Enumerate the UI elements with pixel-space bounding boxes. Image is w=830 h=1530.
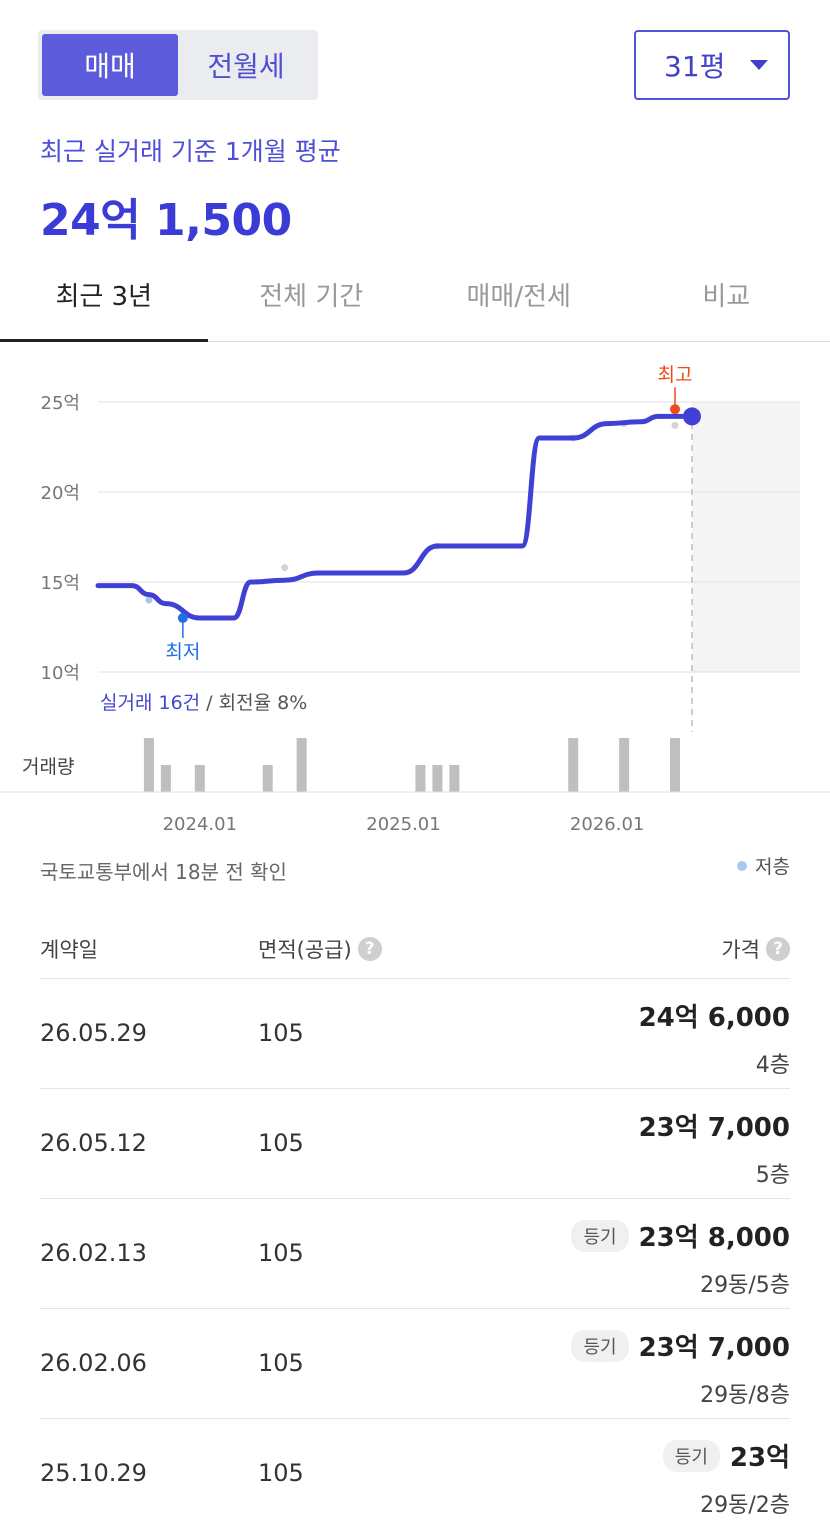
registered-badge: 등기 — [571, 1219, 629, 1252]
caret-down-icon — [750, 60, 768, 70]
volume-bar — [194, 765, 205, 792]
x-tick-label: 2024.01 — [163, 814, 237, 835]
area-dropdown-value: 31평 — [664, 50, 726, 83]
contract-date: 26.02.13 — [40, 1239, 147, 1267]
header-area-label: 면적(공급) — [258, 938, 352, 962]
area-dropdown[interactable]: 31평 — [634, 30, 790, 100]
trade-point — [671, 421, 679, 429]
registered-badge: 등기 — [662, 1439, 720, 1472]
supply-area: 105 — [258, 1129, 304, 1157]
legend-dot-icon — [737, 860, 748, 871]
trade-point — [145, 596, 153, 604]
trade-type-toggle: 매매 전월세 — [38, 30, 318, 100]
contract-date: 26.05.29 — [40, 1019, 147, 1047]
table-row[interactable]: 26.02.06 105 등기 23억 7,000 29동/8층 — [40, 1308, 790, 1418]
average-price-label: 최근 실거래 기준 1개월 평균 — [40, 137, 341, 166]
header-area: 면적(공급) ? — [258, 934, 382, 964]
contract-date: 26.05.12 — [40, 1129, 147, 1157]
volume-bar — [143, 738, 154, 792]
volume-bar — [670, 738, 681, 792]
floor-info: 29동/2층 — [700, 1493, 790, 1518]
deal-price: 24억 6,000 — [638, 1003, 790, 1033]
price-line — [95, 413, 695, 621]
deal-price: 23억 7,000 — [638, 1113, 790, 1143]
lowest-label: 최저 — [165, 641, 200, 663]
y-tick-label: 20억 — [41, 483, 80, 504]
floor-info: 5층 — [755, 1163, 790, 1188]
future-area — [692, 402, 800, 672]
header-date: 계약일 — [40, 934, 98, 964]
volume-label: 거래량 — [22, 756, 75, 778]
header-date-label: 계약일 — [40, 938, 98, 962]
contract-date: 26.02.06 — [40, 1349, 147, 1377]
tab-sale-vs-jeonse[interactable]: 매매/전세 — [466, 282, 571, 312]
y-tick-label: 15억 — [41, 573, 80, 594]
volume-bar — [262, 765, 273, 792]
volume-bar — [619, 738, 630, 792]
volume-bar — [296, 738, 307, 792]
x-tick-label: 2026.01 — [570, 814, 644, 835]
current-price-dot — [683, 407, 701, 426]
volume-bar — [160, 765, 171, 792]
price-cell: 등기 23억 — [662, 1437, 790, 1474]
highest-dot — [670, 404, 681, 415]
price-cell: 24억 6,000 — [639, 997, 790, 1034]
supply-area: 105 — [258, 1019, 304, 1047]
data-source: 국토교통부에서 18분 전 확인 — [40, 860, 287, 884]
turnover-info: 실거래 16건 / 회전율 8% — [100, 688, 307, 715]
tab-all-period[interactable]: 전체 기간 — [259, 282, 364, 312]
volume-bar — [449, 765, 460, 792]
tab-compare[interactable]: 비교 — [702, 282, 751, 312]
supply-area: 105 — [258, 1239, 304, 1267]
supply-area: 105 — [258, 1459, 304, 1487]
tab-sale[interactable]: 매매 — [42, 34, 178, 96]
volume-bar — [415, 765, 426, 792]
floor-info: 29동/8층 — [700, 1383, 790, 1408]
floor-info: 4층 — [755, 1053, 790, 1078]
question-icon[interactable]: ? — [357, 937, 382, 961]
highest-label: 최고 — [658, 364, 693, 386]
table-row[interactable]: 26.05.29 105 24억 6,000 4층 — [40, 978, 790, 1088]
average-price-value: 24억 1,500 — [40, 195, 292, 246]
volume-bar — [432, 765, 443, 792]
deal-price: 23억 7,000 — [638, 1333, 790, 1363]
tab-rent[interactable]: 전월세 — [207, 50, 285, 83]
tab-recent-3-years[interactable]: 최근 3년 — [0, 262, 208, 342]
turnover-rate: / 회전율 8% — [200, 692, 308, 714]
deal-count: 실거래 16건 — [100, 692, 201, 714]
trade-point — [281, 564, 289, 572]
floor-info: 29동/5층 — [700, 1273, 790, 1298]
volume-bar — [568, 738, 579, 792]
y-tick-label: 10억 — [41, 663, 80, 684]
period-tabs: 최근 3년 전체 기간 매매/전세 비교 — [0, 262, 830, 342]
contract-date: 25.10.29 — [40, 1459, 147, 1487]
legend-label: 저층 — [755, 856, 790, 878]
price-cell: 등기 23억 8,000 — [571, 1217, 790, 1254]
table-row[interactable]: 26.02.13 105 등기 23억 8,000 29동/5층 — [40, 1198, 790, 1308]
table-row[interactable]: 25.10.29 105 등기 23억 29동/2층 — [40, 1418, 790, 1528]
question-icon[interactable]: ? — [766, 937, 790, 961]
legend-low-floor: 저층 — [737, 852, 790, 879]
y-tick-label: 25억 — [41, 393, 80, 414]
registered-badge: 등기 — [571, 1329, 629, 1362]
table-row[interactable]: 26.05.12 105 23억 7,000 5층 — [40, 1088, 790, 1198]
header-price: 가격 ? — [721, 934, 790, 964]
header-price-label: 가격 — [721, 938, 760, 962]
x-tick-label: 2025.01 — [366, 814, 440, 835]
price-cell: 등기 23억 7,000 — [571, 1327, 790, 1364]
deal-price: 23억 — [729, 1443, 790, 1473]
supply-area: 105 — [258, 1349, 304, 1377]
deal-price: 23억 8,000 — [638, 1223, 790, 1253]
price-cell: 23억 7,000 — [639, 1107, 790, 1144]
